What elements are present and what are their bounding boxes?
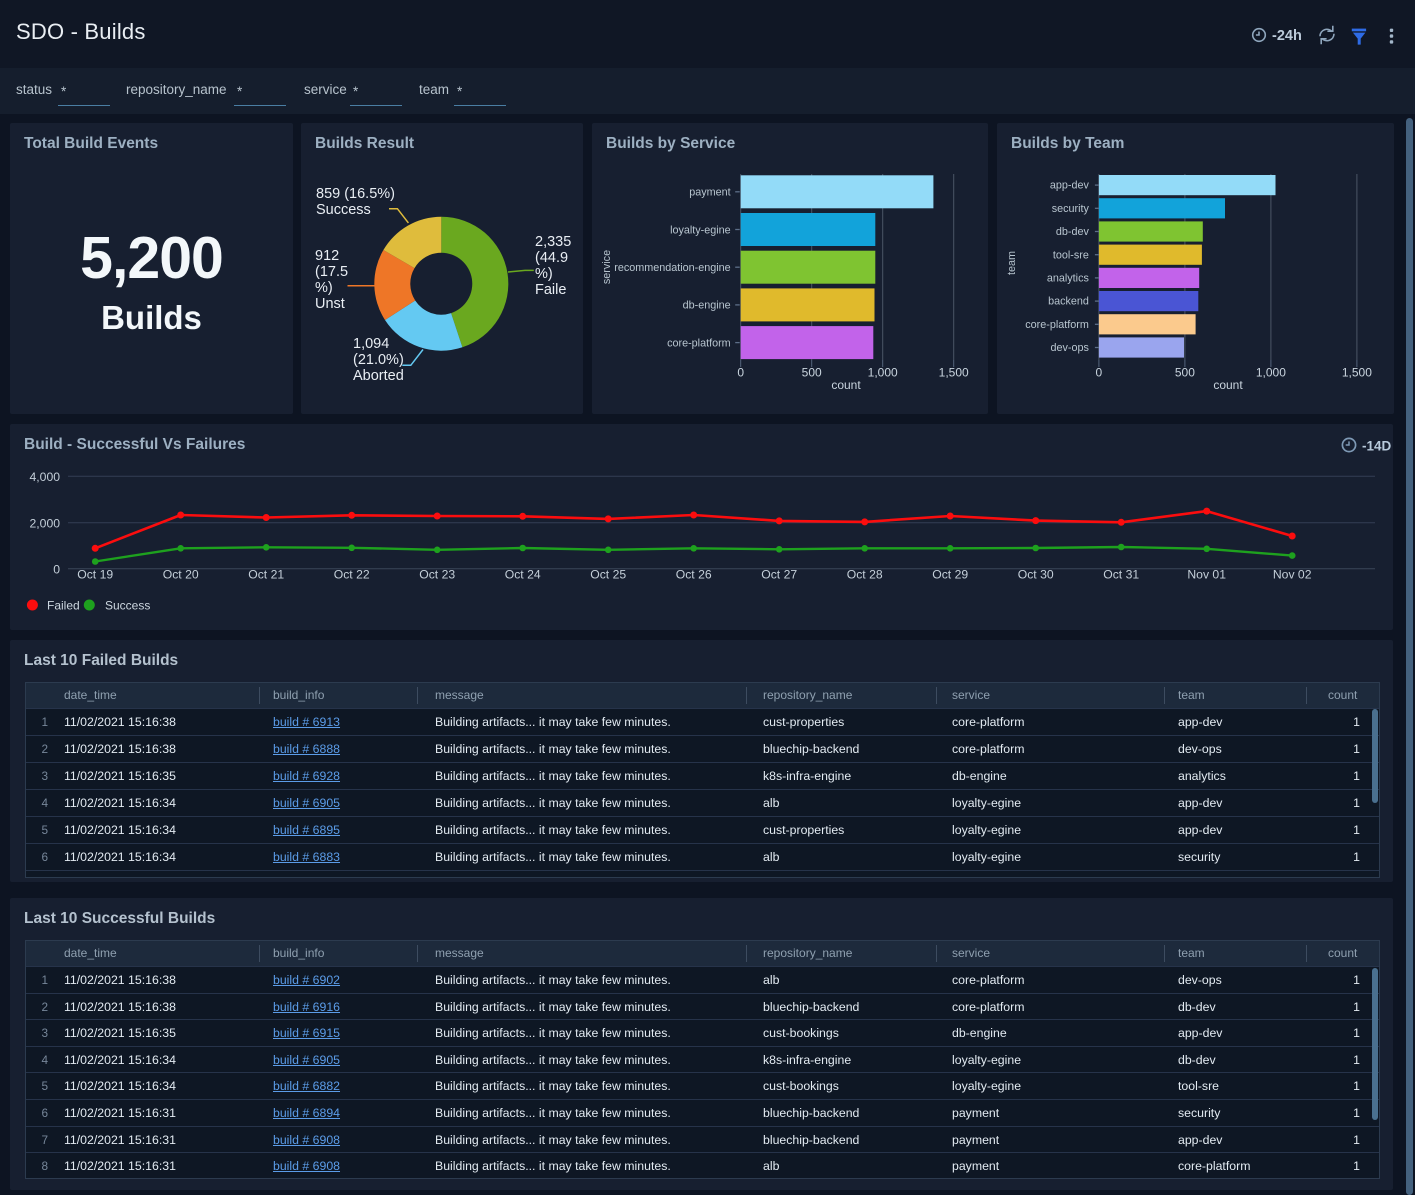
svg-text:Oct 31: Oct 31: [1103, 568, 1139, 582]
svg-text:1,500: 1,500: [939, 365, 969, 379]
svg-text:Oct 23: Oct 23: [419, 568, 455, 582]
svg-text:0: 0: [737, 365, 744, 379]
svg-text:recommendation-engine: recommendation-engine: [614, 262, 730, 274]
svg-text:service: service: [601, 250, 613, 284]
svg-text:Oct 27: Oct 27: [761, 568, 797, 582]
svg-text:Oct 19: Oct 19: [77, 568, 113, 582]
svg-text:Oct 26: Oct 26: [676, 568, 712, 582]
svg-text:analytics: analytics: [1047, 273, 1090, 285]
svg-text:count: count: [1213, 378, 1243, 392]
svg-text:dev-ops: dev-ops: [1050, 342, 1089, 354]
svg-text:db-dev: db-dev: [1056, 226, 1090, 238]
svg-text:4,000: 4,000: [30, 470, 61, 484]
svg-text:Oct 30: Oct 30: [1018, 568, 1054, 582]
svg-text:Oct 22: Oct 22: [334, 568, 370, 582]
svg-text:1,000: 1,000: [1256, 365, 1286, 379]
svg-text:2,000: 2,000: [30, 517, 61, 531]
svg-text:team: team: [1006, 251, 1018, 275]
svg-text:Oct 25: Oct 25: [590, 568, 626, 582]
svg-text:Oct 24: Oct 24: [505, 568, 541, 582]
svg-text:Nov 02: Nov 02: [1273, 568, 1312, 582]
svg-text:500: 500: [1175, 365, 1195, 379]
svg-text:0: 0: [1096, 365, 1103, 379]
svg-text:Oct 20: Oct 20: [163, 568, 199, 582]
svg-text:core-platform: core-platform: [1025, 319, 1089, 331]
svg-text:500: 500: [802, 365, 822, 379]
svg-text:payment: payment: [689, 187, 730, 199]
svg-text:security: security: [1052, 203, 1090, 215]
svg-text:-14D: -14D: [1362, 439, 1392, 454]
svg-text:app-dev: app-dev: [1050, 180, 1090, 192]
svg-text:tool-sre: tool-sre: [1053, 249, 1089, 261]
svg-text:0: 0: [53, 563, 60, 577]
svg-text:Failed: Failed: [47, 599, 80, 613]
svg-text:backend: backend: [1048, 296, 1089, 308]
svg-text:loyalty-egine: loyalty-egine: [670, 224, 731, 236]
svg-text:Success: Success: [105, 599, 150, 613]
svg-text:Oct 28: Oct 28: [847, 568, 883, 582]
svg-text:core-platform: core-platform: [667, 337, 731, 349]
svg-text:1,000: 1,000: [868, 365, 898, 379]
svg-text:-24h: -24h: [1272, 28, 1302, 44]
svg-text:db-engine: db-engine: [683, 300, 731, 312]
svg-text:Oct 21: Oct 21: [248, 568, 284, 582]
svg-text:1,500: 1,500: [1342, 365, 1372, 379]
svg-text:count: count: [831, 378, 861, 392]
svg-text:Nov 01: Nov 01: [1187, 568, 1226, 582]
svg-text:Oct 29: Oct 29: [932, 568, 968, 582]
